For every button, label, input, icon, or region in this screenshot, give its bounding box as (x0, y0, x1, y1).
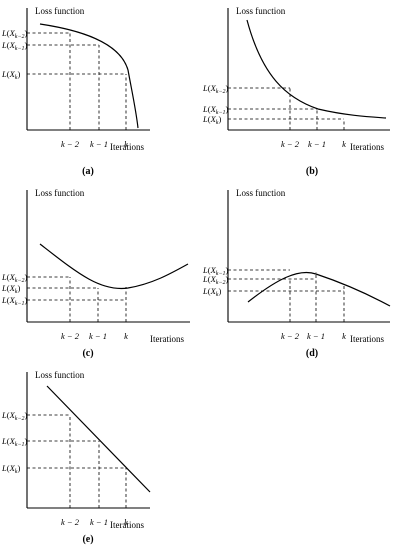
x-tick-label: k − 1 (89, 331, 107, 341)
y-value-label: L(Xk) (1, 283, 20, 295)
panel-caption: (b) (306, 166, 318, 177)
panel-c: Loss function Iterations k − 2 k − 1 k L(Xk−2… (1, 188, 190, 359)
x-axis-title: Iterations (110, 142, 144, 152)
x-tick-label: k − 2 (281, 331, 300, 341)
x-axis-title: Iterations (110, 520, 144, 530)
y-value-label: L(Xk−1) (1, 436, 28, 448)
panel-caption: (d) (306, 348, 318, 359)
y-value-label: L(Xk−1) (1, 40, 28, 52)
y-value-label: L(Xk−2) (1, 272, 28, 284)
y-value-label: L(Xk) (202, 114, 221, 126)
x-tick-label: k − 1 (90, 517, 108, 527)
y-value-label: L(Xk−1) (202, 265, 229, 277)
x-tick-label: k − 1 (307, 331, 325, 341)
y-value-label: L(Xk) (1, 463, 20, 475)
y-axis-title: Loss function (35, 6, 85, 16)
x-tick-label: k (124, 139, 128, 149)
x-axis-title: Iterations (350, 142, 384, 152)
x-tick-label: k − 2 (61, 331, 80, 341)
x-tick-label: k − 2 (61, 139, 80, 149)
y-axis-title: Loss function (35, 370, 85, 380)
x-tick-label: k − 2 (61, 517, 80, 527)
panel-caption: (c) (82, 348, 93, 359)
panel-d: Loss function Iterations k − 2 k − 1 k L(Xk−1… (202, 188, 391, 359)
y-value-label: L(Xk−1) (202, 104, 229, 116)
x-tick-label: k (124, 517, 128, 527)
y-value-label: L(Xk) (1, 69, 20, 81)
loss-curve (46, 385, 151, 493)
panel-e: Loss function Iterations k − 2 k − 1 k L(Xk−2… (1, 370, 151, 545)
y-value-label: L(Xk) (202, 286, 221, 298)
x-tick-label: k − 1 (90, 139, 108, 149)
loss-curve (246, 19, 387, 119)
panel-b: Loss function Iterations k − 2 k − 1 k L(Xk−2… (202, 6, 390, 177)
x-axis-title: Iterations (150, 334, 184, 344)
x-tick-label: k − 1 (308, 139, 326, 149)
loss-curve (247, 271, 391, 307)
y-axis-title: Loss function (35, 188, 85, 198)
y-value-label: L(Xk−2) (202, 83, 229, 95)
y-axis-title: Loss function (236, 188, 286, 198)
x-axis-title: Iterations (350, 334, 384, 344)
loss-curve (39, 23, 139, 129)
y-axis-title: Loss function (236, 6, 286, 16)
x-tick-label: k − 2 (281, 139, 300, 149)
panel-caption: (e) (82, 534, 93, 545)
x-tick-label: k (342, 331, 346, 341)
y-value-label: L(Xk−2) (1, 410, 28, 422)
y-value-label: L(Xk−1) (1, 295, 28, 307)
x-tick-label: k (124, 331, 128, 341)
loss-curve (39, 243, 189, 290)
panel-a: Loss function Iterations k − 2 k − 1 k L(Xk−2… (1, 6, 150, 177)
y-value-label: L(Xk−2) (1, 28, 28, 40)
x-tick-label: k (342, 139, 346, 149)
y-value-label: L(Xk−2) (202, 274, 229, 286)
panel-caption: (a) (82, 166, 94, 177)
